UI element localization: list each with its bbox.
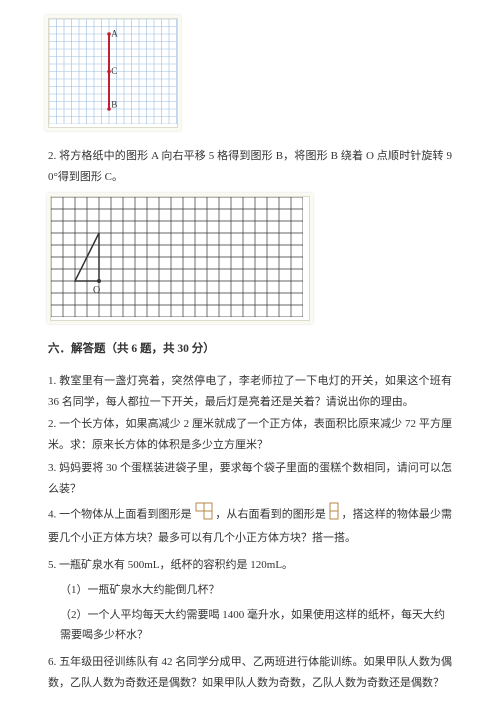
svg-text:B: B xyxy=(111,100,117,110)
q3-num: 3. xyxy=(48,462,56,474)
q5-sub1: （1）一瓶矿泉水大约能倒几杯？ xyxy=(60,580,452,601)
q1-num: 1. xyxy=(48,375,56,387)
section-6-title: 六．解答题（共 6 题，共 30 分） xyxy=(48,339,452,361)
figure-1-svg: A C B xyxy=(49,19,177,124)
question-s2: 2. 一个长方体，如果高减少 2 厘米就成了一个正方体，表面积比原来减少 72 … xyxy=(48,414,452,456)
figure-2-grid: O xyxy=(50,196,310,321)
question-s5: 5. 一瓶矿泉水有 500mL，纸杯的容积约是 120mL。 xyxy=(48,555,452,576)
q2-text: 一个长方体，如果高减少 2 厘米就成了一个正方体，表面积比原来减少 72 平方厘… xyxy=(48,418,452,451)
q5-sub2: （2）一个人平均每天大约需要喝 1400 毫升水，如果使用这样的纸杯，每天大约需… xyxy=(60,605,452,647)
q6-num: 6. xyxy=(48,656,56,668)
q4-text-a: 一个物体从上面看到图形是 xyxy=(59,508,192,520)
svg-text:O: O xyxy=(93,285,100,296)
shape-4a-icon xyxy=(195,502,213,528)
q5-text: 一瓶矿泉水有 500mL，纸杯的容积约是 120mL。 xyxy=(59,559,293,571)
question-s3: 3. 妈妈要将 30 个蛋糕装进袋子里，要求每个袋子里面的蛋糕个数相同，请问可以… xyxy=(48,458,452,500)
figure-2-svg: O xyxy=(51,197,303,317)
question-s4: 4. 一个物体从上面看到图形是 ，从右面看到的图形是 ，搭这样的物体最少需要几个… xyxy=(48,502,452,549)
q2-num: 2. xyxy=(48,418,56,430)
q3-text: 妈妈要将 30 个蛋糕装进袋子里，要求每个袋子里面的蛋糕个数相同，请问可以怎么装… xyxy=(48,462,452,495)
q6-text: 五年级田径训练队有 42 名同学分成甲、乙两班进行体能训练。如果甲队人数为偶数，… xyxy=(48,656,452,689)
question-1: 1. 教室里有一盏灯亮着，突然停电了，李老师拉了一下电灯的开关，如果这个班有 3… xyxy=(48,371,452,413)
q4-text-b: ，从右面看到的图形是 xyxy=(215,508,326,520)
q1-text: 教室里有一盏灯亮着，突然停电了，李老师拉了一下电灯的开关，如果这个班有 36 名… xyxy=(48,375,452,408)
q4-num: 4. xyxy=(48,508,56,520)
shape-4b-icon xyxy=(329,502,339,528)
svg-text:C: C xyxy=(111,66,117,76)
figure-1-grid: A C B xyxy=(48,18,178,128)
question-2-text: 2. 将方格纸中的图形 A 向右平移 5 格得到图形 B，将图形 B 绕着 O … xyxy=(48,146,452,188)
svg-text:A: A xyxy=(111,28,118,38)
question-s6: 6. 五年级田径训练队有 42 名同学分成甲、乙两班进行体能训练。如果甲队人数为… xyxy=(48,652,452,694)
q5-num: 5. xyxy=(48,559,56,571)
